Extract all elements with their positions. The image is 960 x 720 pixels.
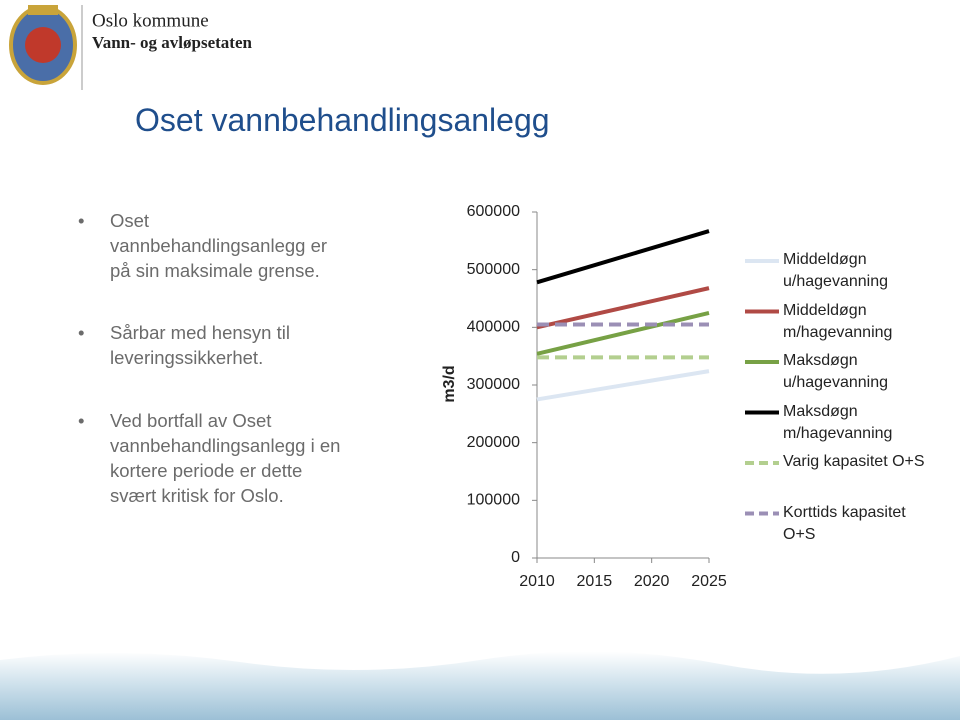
logo bbox=[9, 5, 77, 85]
water-decoration bbox=[0, 651, 960, 720]
department: Vann- og avløpsetaten bbox=[92, 33, 252, 52]
series-line bbox=[536, 286, 710, 330]
legend-label: Maksdøgn m/hagevanning bbox=[783, 402, 893, 442]
y-tick-label: 300000 bbox=[467, 376, 520, 393]
y-tick-label: 400000 bbox=[467, 319, 520, 336]
slide-title: Oset vannbehandlingsanlegg bbox=[135, 102, 550, 138]
x-tick-label: 2010 bbox=[519, 573, 555, 590]
bullet: Oset vannbehandlingsanlegg er på sin mak… bbox=[78, 208, 345, 283]
series-line bbox=[536, 229, 710, 285]
legend-label: Varig kapasitet O+S bbox=[783, 453, 925, 470]
y-tick-label: 200000 bbox=[467, 434, 520, 451]
bullet: Sårbar med hensyn til leveringssikkerhet… bbox=[78, 320, 345, 370]
legend-label: Korttids kapasitet O+S bbox=[783, 503, 906, 543]
y-tick-label: 600000 bbox=[467, 203, 520, 220]
y-axis-label: m3/d bbox=[441, 365, 458, 402]
y-tick-label: 0 bbox=[511, 549, 520, 566]
x-tick-label: 2020 bbox=[634, 573, 670, 590]
y-tick-label: 500000 bbox=[467, 261, 520, 278]
series-line bbox=[536, 310, 710, 356]
y-tick-label: 100000 bbox=[467, 492, 520, 509]
legend-label: Maksdøgn u/hagevanning bbox=[783, 352, 888, 391]
legend-label: Middeldøgn u/hagevanning bbox=[783, 251, 888, 290]
x-tick-label: 2015 bbox=[577, 573, 613, 590]
series-line bbox=[536, 369, 710, 402]
legend-label: Middeldøgn m/hagevanning bbox=[783, 301, 893, 341]
organization: Oslo kommune bbox=[92, 10, 209, 31]
bullet: Ved bortfall av Oset vannbehandlingsanle… bbox=[78, 408, 345, 508]
x-tick-label: 2025 bbox=[691, 573, 727, 590]
